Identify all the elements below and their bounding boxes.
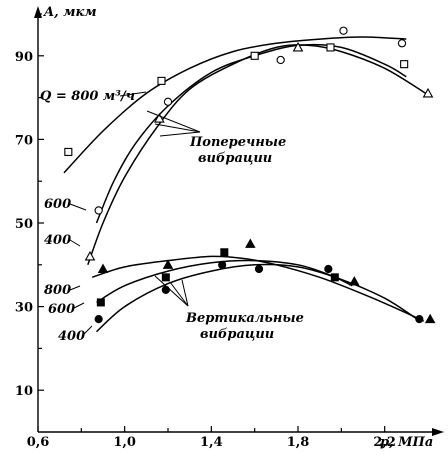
point-vertical-600-3 bbox=[330, 273, 339, 282]
curves bbox=[63, 36, 427, 333]
leader-600-top bbox=[69, 203, 87, 211]
label-800-bottom: 800 bbox=[44, 283, 71, 298]
point-vertical-800-3 bbox=[349, 276, 360, 286]
y-tick-label-30: 30 bbox=[15, 301, 33, 316]
label-600-bottom: 600 bbox=[48, 302, 75, 317]
x-tick-label-2: 1,4 bbox=[200, 435, 223, 450]
x-tick-label-3: 1,8 bbox=[287, 435, 310, 450]
point-vertical-400-0 bbox=[94, 315, 103, 324]
y-tick-label-10: 10 bbox=[15, 384, 33, 399]
curve-transverse-400 bbox=[87, 44, 427, 266]
transverse-label-line2: вибрации bbox=[198, 151, 272, 166]
point-vertical-800-2 bbox=[245, 238, 256, 248]
point-vertical-400-3 bbox=[254, 264, 264, 274]
y-tick-label-90: 90 bbox=[15, 50, 33, 65]
point-vertical-800-1 bbox=[162, 259, 174, 269]
point-transverse-400-2 bbox=[292, 41, 304, 52]
q-label: Q = 800 м³/ч bbox=[40, 89, 135, 104]
point-vertical-400-1 bbox=[161, 285, 170, 294]
x-axis-arrow bbox=[432, 428, 444, 436]
leader-q800 bbox=[119, 91, 147, 97]
point-transverse-600-0 bbox=[94, 206, 103, 215]
point-transverse-800-4 bbox=[400, 60, 409, 69]
leader-vertical-2 bbox=[169, 281, 189, 307]
leader-transverse-3 bbox=[159, 131, 201, 137]
point-transverse-600-1 bbox=[163, 97, 173, 106]
point-vertical-600-2 bbox=[220, 248, 229, 257]
ticks: 10 30 50 70 90 0,6 1,0 1,4 1,8 2,2 bbox=[15, 13, 396, 450]
point-vertical-400-4 bbox=[324, 264, 333, 274]
x-tick-label-0: 0,6 bbox=[27, 435, 50, 450]
curve-transverse-600 bbox=[95, 43, 407, 224]
curve-transverse-800 bbox=[63, 36, 407, 174]
point-transverse-400-1 bbox=[153, 112, 165, 123]
point-transverse-600-4 bbox=[397, 39, 407, 48]
axes bbox=[34, 6, 444, 436]
markers bbox=[64, 26, 436, 324]
y-axis-title: A, мкм bbox=[42, 5, 97, 20]
leader-transverse-1 bbox=[146, 110, 201, 133]
vertical-label-line1: Вертикальные bbox=[185, 311, 304, 326]
label-400-bottom: 400 bbox=[58, 329, 85, 344]
x-tick-label-1: 1,0 bbox=[113, 435, 136, 450]
leader-400-bottom bbox=[81, 325, 93, 337]
x-tick-label-4: 2,2 bbox=[373, 435, 396, 450]
point-transverse-800-1 bbox=[157, 76, 166, 85]
leader-lines bbox=[69, 91, 201, 337]
leader-vertical-1 bbox=[154, 275, 189, 307]
label-600-top: 600 bbox=[44, 197, 71, 212]
curve-vertical-400 bbox=[95, 263, 418, 333]
y-tick-label-50: 50 bbox=[15, 217, 33, 232]
y-tick-label-70: 70 bbox=[15, 133, 33, 148]
leader-400-top bbox=[69, 239, 81, 247]
leader-600-bottom bbox=[73, 302, 85, 309]
leader-vertical-3 bbox=[181, 279, 189, 307]
point-transverse-400-0 bbox=[84, 250, 96, 261]
point-vertical-600-1 bbox=[161, 273, 170, 282]
point-transverse-800-0 bbox=[64, 147, 73, 156]
point-transverse-400-3 bbox=[422, 87, 434, 98]
point-transverse-800-2 bbox=[250, 51, 259, 60]
leader-transverse-2 bbox=[154, 123, 201, 133]
label-400-top: 400 bbox=[44, 233, 71, 248]
y-axis-arrow bbox=[34, 6, 42, 18]
point-transverse-800-3 bbox=[326, 43, 335, 52]
point-transverse-600-3 bbox=[339, 26, 348, 35]
leader-800-bottom bbox=[69, 285, 81, 291]
transverse-label-line1: Поперечные bbox=[189, 135, 286, 150]
point-vertical-800-4 bbox=[424, 313, 436, 324]
vertical-label-line2: вибрации bbox=[200, 327, 274, 342]
point-transverse-600-2 bbox=[276, 55, 285, 65]
point-vertical-400-2 bbox=[218, 260, 227, 269]
point-vertical-800-0 bbox=[97, 263, 109, 273]
x-axis-title: p, МПа bbox=[380, 435, 433, 450]
point-vertical-600-0 bbox=[96, 298, 105, 307]
point-vertical-400-5 bbox=[415, 315, 424, 324]
